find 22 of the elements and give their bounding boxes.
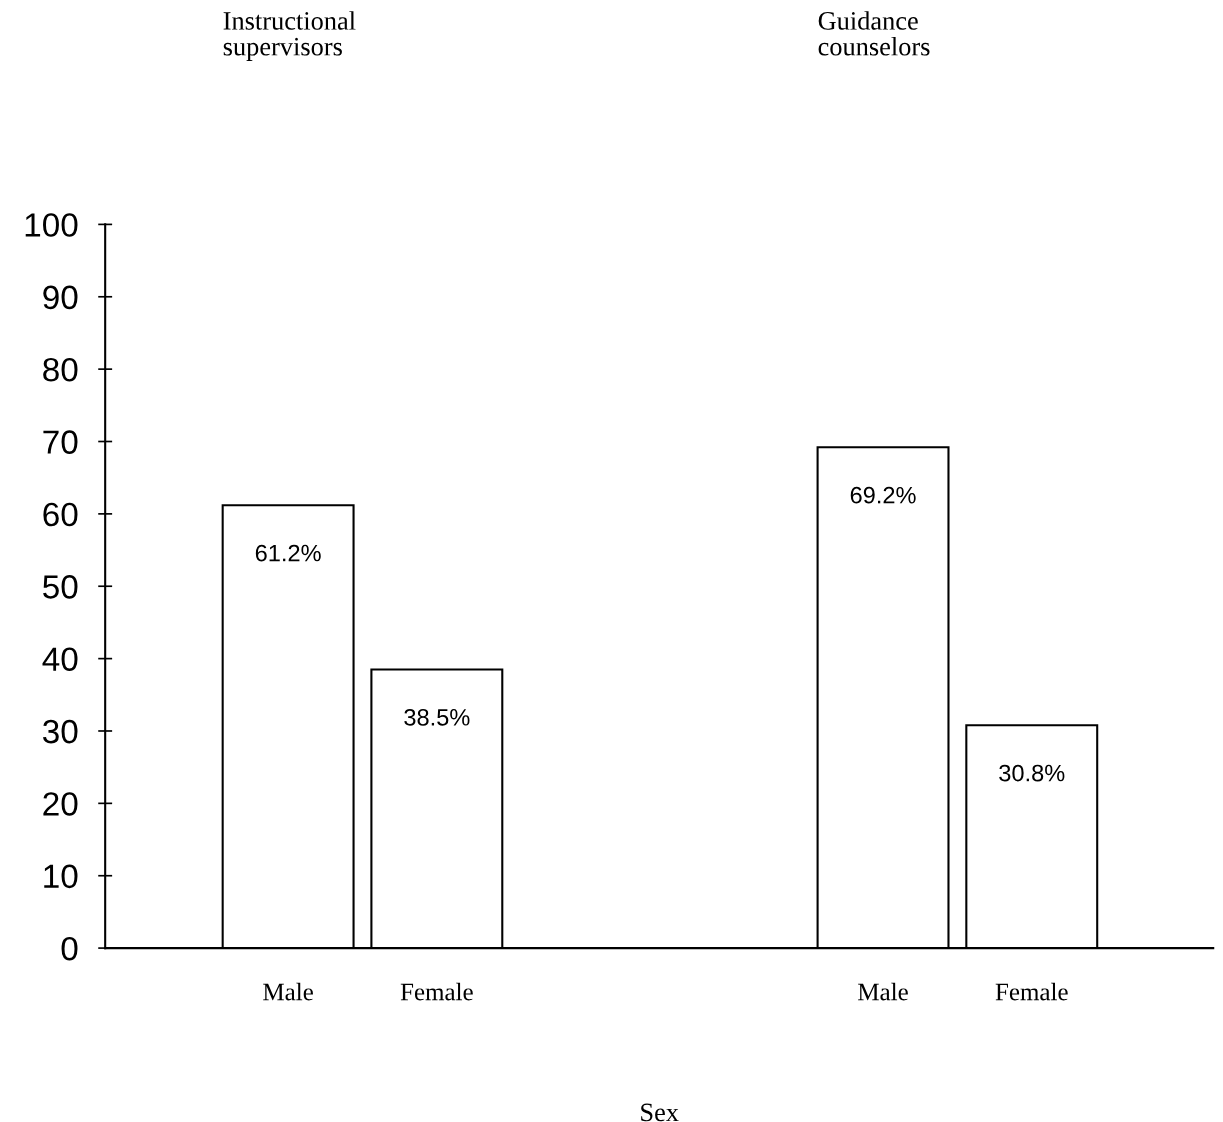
data-label: 38.5% <box>404 708 470 726</box>
y-tick-label: 80 <box>43 357 78 382</box>
y-tick-label: 10 <box>44 864 78 889</box>
y-tick-label: 100 <box>25 213 78 237</box>
data-label: 69.2% <box>850 486 916 504</box>
y-tick-label: 30 <box>42 719 78 744</box>
y-tick-label: 90 <box>43 285 78 310</box>
y-tick-label: 20 <box>43 792 78 816</box>
text: Instructional supervisors <box>223 11 356 61</box>
x-axis-title: Sex <box>641 1103 679 1122</box>
x-tick-label: Male <box>858 982 908 1001</box>
y-tick-label: 70 <box>43 430 78 454</box>
y-tick-label: 40 <box>42 647 78 672</box>
y-tick-label: 50 <box>43 575 78 599</box>
y-tick-label: 60 <box>43 502 78 527</box>
y-tick-label: 0 <box>61 936 78 961</box>
x-tick-label: Female <box>995 982 1068 1001</box>
x-tick-label: Female <box>400 982 473 1001</box>
data-label: 61.2% <box>255 544 321 562</box>
text: Guidance counselors <box>818 11 930 56</box>
x-tick-label: Male <box>263 982 313 1001</box>
data-label: 30.8% <box>999 764 1065 782</box>
